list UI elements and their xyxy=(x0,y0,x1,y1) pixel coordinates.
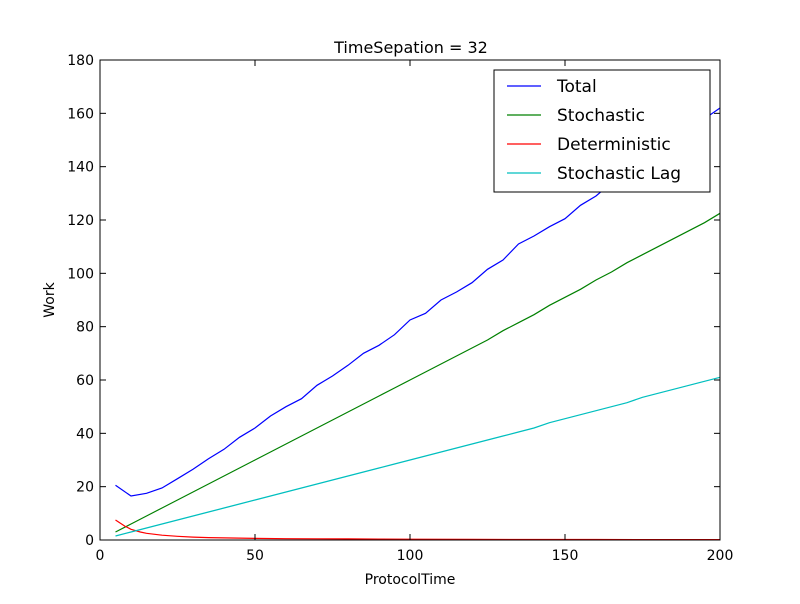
legend-box xyxy=(493,69,711,193)
y-tick-label: 140 xyxy=(67,160,94,176)
legend-label: Total xyxy=(556,77,597,97)
ticks-layer: 0 50 100 150 200 0 20 40 60 80 100 120 140 160 180 xyxy=(67,53,733,564)
y-tick-label: 80 xyxy=(76,320,94,336)
x-tick-label: 0 xyxy=(96,548,105,564)
y-tick-label: 0 xyxy=(85,533,94,549)
y-tick-label: 60 xyxy=(76,373,94,389)
y-tick-label: 180 xyxy=(67,53,94,69)
y-axis-label: Work xyxy=(42,281,58,317)
series-line-stochastic xyxy=(115,212,721,533)
y-tick-label: 20 xyxy=(76,480,94,496)
x-axis-label: ProtocolTime xyxy=(365,572,456,588)
y-tick-label: 160 xyxy=(67,106,94,122)
legend-label: Deterministic xyxy=(557,135,671,155)
series-line-stochastic-lag xyxy=(115,376,721,537)
x-tick-label: 150 xyxy=(552,548,579,564)
y-tick-label: 100 xyxy=(67,266,94,282)
legend-label: Stochastic Lag xyxy=(557,164,681,184)
x-tick-label: 50 xyxy=(246,548,264,564)
y-tick-label: 120 xyxy=(67,213,94,229)
plot-frame xyxy=(99,59,721,541)
x-tick-label: 100 xyxy=(397,548,424,564)
legend-label: Stochastic xyxy=(557,106,645,126)
x-tick-label: 200 xyxy=(707,548,734,564)
legend: Total Stochastic Deterministic Stochastic L… xyxy=(493,69,711,193)
chart-title: TimeSepation = 32 xyxy=(333,38,488,57)
y-tick-label: 40 xyxy=(76,426,94,442)
